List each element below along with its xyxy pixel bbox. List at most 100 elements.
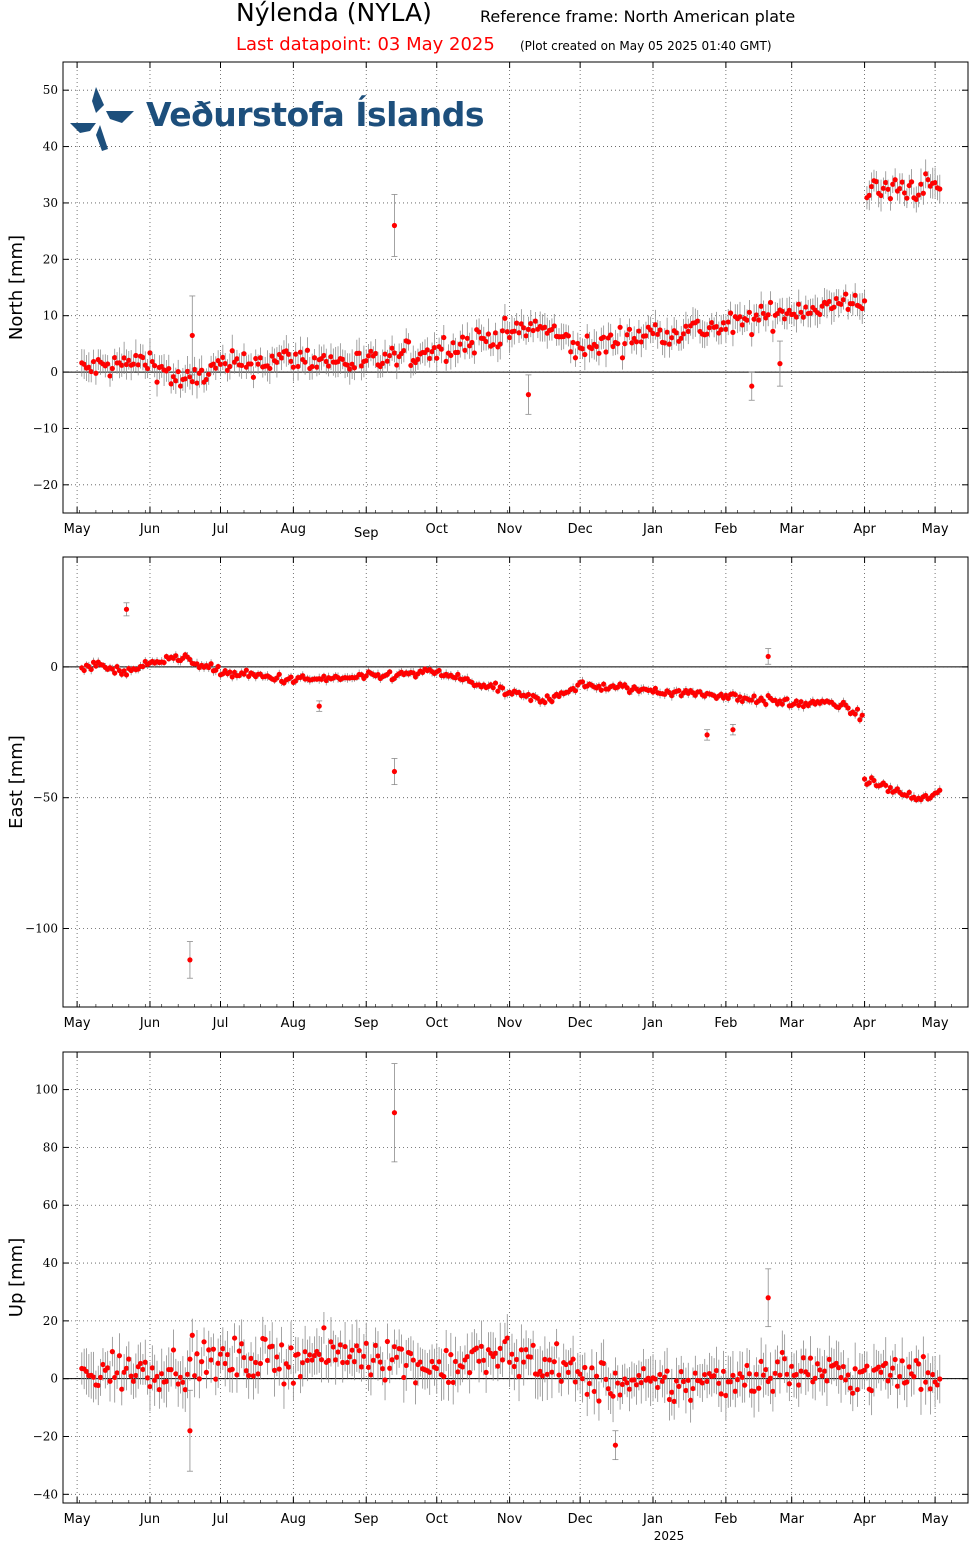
y-tick-label: 30 — [43, 196, 58, 210]
data-point — [683, 323, 689, 329]
data-point — [499, 685, 506, 691]
data-point — [664, 329, 670, 335]
data-point — [706, 325, 713, 331]
data-point — [286, 1364, 292, 1370]
x-tick-label: Apr — [853, 1016, 876, 1031]
data-point — [608, 332, 614, 338]
data-point — [911, 1374, 917, 1380]
data-point — [250, 374, 257, 380]
data-point — [184, 1371, 191, 1377]
data-point — [617, 324, 623, 330]
data-point — [869, 1387, 875, 1394]
data-point — [528, 697, 534, 703]
outlier-point — [187, 1428, 193, 1434]
y-axis-label: East [mm] — [6, 735, 27, 829]
data-point — [354, 1343, 360, 1349]
data-point — [210, 1346, 217, 1352]
data-point — [669, 1389, 675, 1395]
data-point — [591, 1388, 597, 1395]
data-point — [760, 310, 767, 317]
data-point — [443, 1347, 449, 1354]
data-point — [257, 1360, 264, 1367]
data-point — [624, 332, 630, 338]
data-point — [236, 1348, 242, 1354]
data-point — [267, 365, 273, 372]
data-point — [800, 314, 807, 320]
x-tick-label: Aug — [281, 1016, 306, 1031]
data-point — [518, 321, 524, 327]
data-point — [380, 1366, 386, 1372]
data-point — [742, 1382, 748, 1388]
data-point — [206, 1347, 212, 1353]
data-point — [575, 340, 581, 347]
x-tick-label: Mar — [779, 1016, 804, 1031]
data-point — [601, 334, 607, 340]
plot-frame — [62, 556, 969, 1008]
data-point — [751, 316, 757, 322]
data-point — [883, 179, 889, 186]
logo-text: Veðurstofa Íslands — [146, 95, 485, 134]
data-point — [140, 1366, 146, 1373]
data-point — [582, 351, 588, 358]
data-point — [824, 1378, 830, 1384]
data-point — [229, 348, 235, 354]
data-point — [572, 688, 579, 694]
data-point — [739, 322, 745, 328]
data-point — [271, 1367, 278, 1373]
data-point — [137, 1360, 144, 1367]
data-point — [918, 181, 924, 187]
data-point — [408, 1350, 414, 1357]
data-point — [368, 1372, 374, 1378]
x-tick-label: Feb — [714, 1512, 737, 1527]
data-point — [495, 1363, 501, 1369]
plot-frame — [62, 1051, 969, 1504]
data-point — [568, 349, 574, 355]
data-point — [145, 1375, 151, 1381]
data-point — [194, 661, 200, 667]
data-point — [471, 350, 477, 356]
data-point — [659, 1378, 666, 1384]
data-point — [887, 1372, 894, 1378]
data-point — [899, 179, 905, 185]
data-point — [375, 672, 381, 678]
data-point — [429, 349, 435, 355]
data-point — [920, 1354, 926, 1360]
data-point — [565, 1369, 571, 1375]
data-point — [796, 301, 802, 307]
data-point — [779, 701, 785, 707]
data-point — [276, 671, 282, 677]
outlier-point — [391, 768, 398, 775]
data-point — [220, 354, 226, 361]
x-tick-label: Oct — [426, 1512, 448, 1527]
data-point — [224, 367, 231, 373]
data-point — [906, 1364, 912, 1370]
data-point — [831, 304, 837, 310]
data-point — [133, 352, 139, 359]
data-point — [253, 1359, 259, 1366]
data-point — [457, 341, 463, 347]
data-point — [878, 192, 884, 199]
data-point — [843, 1377, 849, 1383]
data-point — [274, 675, 280, 681]
data-point — [817, 1367, 823, 1373]
data-point — [535, 695, 541, 701]
data-point — [925, 177, 931, 183]
data-point — [859, 712, 865, 718]
data-point — [173, 653, 179, 659]
data-point — [384, 1338, 390, 1345]
data-point — [869, 183, 875, 190]
data-point — [723, 326, 729, 332]
data-point — [798, 1368, 804, 1374]
data-point — [641, 1366, 647, 1372]
x-tick-label: Nov — [497, 1016, 523, 1031]
x-tick-label: May — [64, 1016, 91, 1031]
outlier-point — [730, 727, 736, 733]
data-point — [544, 1371, 550, 1377]
data-point — [199, 1359, 205, 1365]
data-point — [826, 1356, 832, 1362]
x-tick-label: Jul — [212, 522, 229, 537]
data-point — [328, 1339, 334, 1345]
data-point — [389, 345, 395, 351]
data-point — [384, 358, 390, 364]
data-point — [90, 1374, 97, 1380]
